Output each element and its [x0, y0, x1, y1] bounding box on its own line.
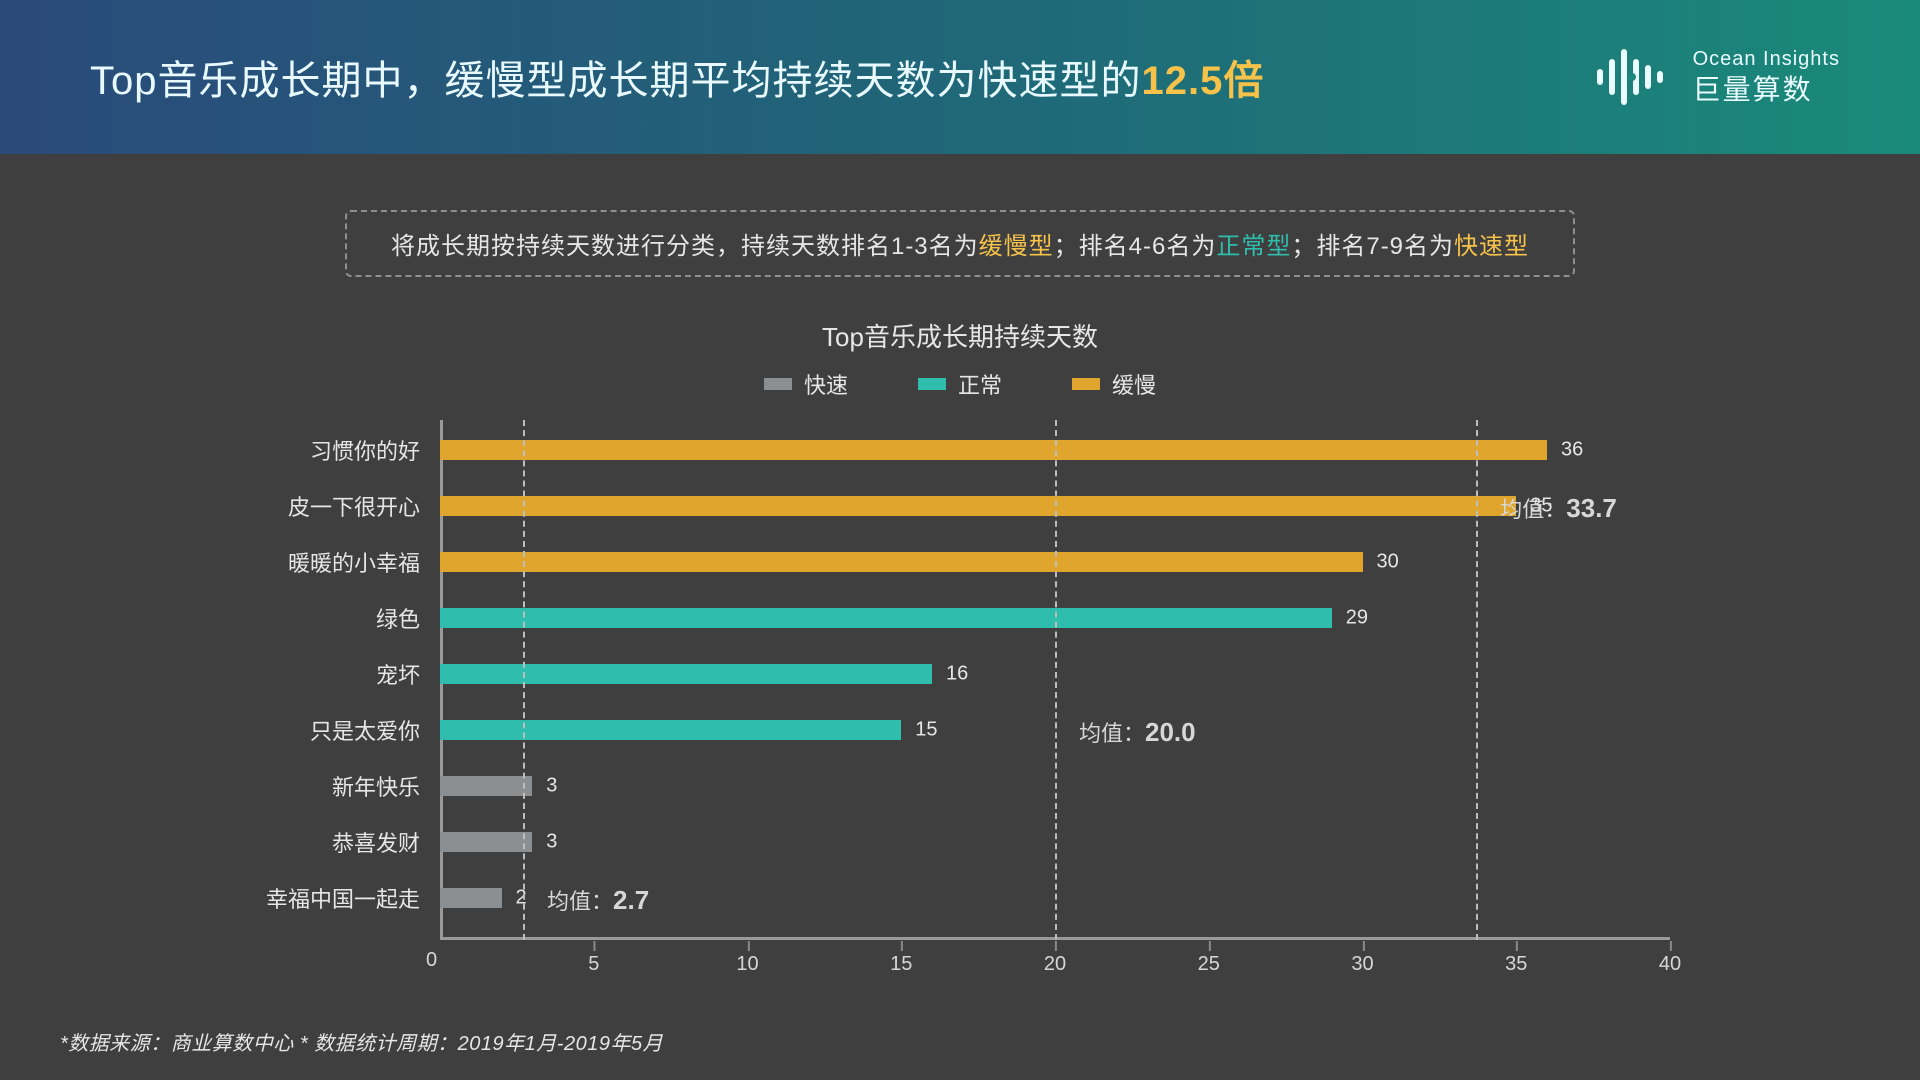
brand: Ocean Insights 巨量算数	[1595, 45, 1840, 109]
desc-p1: 将成长期按持续天数进行分类，持续天数排名1-3名为	[391, 233, 979, 260]
legend-label: 快速	[804, 368, 848, 400]
bar	[440, 720, 901, 740]
bar-value: 36	[1561, 439, 1583, 462]
avg-label: 均值：20.0	[1079, 716, 1196, 748]
brand-cn: 巨量算数	[1693, 72, 1840, 107]
legend-item: 快速	[764, 368, 848, 400]
bar	[440, 440, 1547, 460]
category-label: 习惯你的好	[310, 434, 440, 466]
brand-logo-icon	[1595, 45, 1675, 109]
bar	[440, 888, 502, 908]
x-tick: 5	[588, 953, 599, 976]
bar	[440, 496, 1516, 516]
avg-label: 均值：2.7	[547, 884, 649, 916]
bar-value: 3	[546, 775, 557, 798]
bar	[440, 552, 1363, 572]
x-tick: 10	[736, 953, 758, 976]
x-tick: 20	[1044, 953, 1066, 976]
avg-line	[1476, 420, 1478, 940]
bar	[440, 832, 532, 852]
x-tick: 35	[1505, 953, 1527, 976]
legend-label: 正常	[958, 368, 1002, 400]
desc-p3: ；排名7-9名为	[1291, 233, 1454, 260]
legend-swatch	[764, 378, 792, 390]
chart-title: Top音乐成长期持续天数	[210, 317, 1710, 354]
bar-value: 3	[546, 831, 557, 854]
x-tick: 25	[1198, 953, 1220, 976]
legend-label: 缓慢	[1112, 368, 1156, 400]
bar	[440, 776, 532, 796]
bar-value: 30	[1377, 551, 1399, 574]
category-label: 绿色	[376, 602, 440, 634]
bar-value: 29	[1346, 607, 1368, 630]
bar-value: 15	[915, 719, 937, 742]
chart: Top音乐成长期持续天数 快速 正常 缓慢 0 5 10 15 20 25 30 35 40 习惯你…	[210, 317, 1710, 980]
page-title: Top音乐成长期中，缓慢型成长期平均持续天数为快速型的12.5倍	[90, 48, 1264, 106]
desc-fast: 快速型	[1454, 233, 1529, 260]
avg-line	[523, 420, 525, 940]
avg-label: 均值：33.7	[1500, 492, 1617, 524]
x-tick: 30	[1351, 953, 1373, 976]
category-label: 暖暖的小幸福	[288, 546, 440, 578]
category-label: 皮一下很开心	[288, 490, 440, 522]
title-highlight: 12.5倍	[1142, 59, 1265, 103]
category-label: 只是太爱你	[310, 714, 440, 746]
legend-swatch	[918, 378, 946, 390]
legend-swatch	[1072, 378, 1100, 390]
chart-legend: 快速 正常 缓慢	[210, 368, 1710, 400]
desc-p2: ；排名4-6名为	[1054, 233, 1217, 260]
category-label: 宠坏	[376, 658, 440, 690]
description-box: 将成长期按持续天数进行分类，持续天数排名1-3名为缓慢型；排名4-6名为正常型；…	[345, 210, 1575, 277]
title-pre: Top音乐成长期中，缓慢型成长期平均持续天数为快速型的	[90, 59, 1142, 103]
brand-en: Ocean Insights	[1693, 47, 1840, 72]
header: Top音乐成长期中，缓慢型成长期平均持续天数为快速型的12.5倍 Ocean I…	[0, 0, 1920, 154]
category-label: 幸福中国一起走	[266, 882, 440, 914]
legend-item: 正常	[918, 368, 1002, 400]
bar	[440, 608, 1332, 628]
brand-text: Ocean Insights 巨量算数	[1693, 47, 1840, 107]
avg-line	[1055, 420, 1057, 940]
desc-normal: 正常型	[1216, 233, 1291, 260]
bar-value: 16	[946, 663, 968, 686]
axis-origin-label: 0	[426, 949, 437, 972]
category-label: 恭喜发财	[332, 826, 440, 858]
category-label: 新年快乐	[332, 770, 440, 802]
x-tick: 15	[890, 953, 912, 976]
x-tick: 40	[1659, 953, 1681, 976]
footer-credit: *数据来源：商业算数中心 * 数据统计周期：2019年1月-2019年5月	[60, 1027, 663, 1056]
legend-item: 缓慢	[1072, 368, 1156, 400]
desc-slow: 缓慢型	[979, 233, 1054, 260]
bar	[440, 664, 932, 684]
chart-plot: 0 510152025303540习惯你的好36皮一下很开心35暖暖的小幸福30…	[440, 420, 1670, 980]
